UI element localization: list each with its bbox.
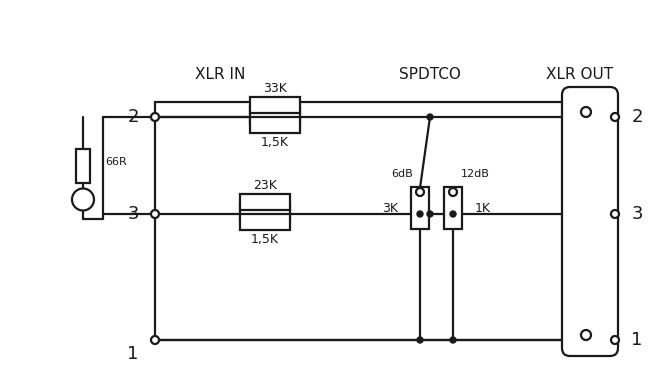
- Circle shape: [611, 113, 619, 121]
- Text: 3: 3: [631, 205, 642, 223]
- Circle shape: [151, 113, 159, 121]
- Bar: [155, 102, 615, 340]
- Bar: [240, 214, 290, 230]
- Text: 2: 2: [127, 108, 138, 126]
- Circle shape: [151, 336, 159, 344]
- Circle shape: [611, 336, 619, 344]
- Bar: [240, 194, 290, 210]
- Text: 1: 1: [631, 331, 642, 349]
- Text: 23K: 23K: [253, 178, 277, 192]
- Bar: [250, 117, 300, 133]
- Text: SPDTCO: SPDTCO: [399, 67, 461, 82]
- Circle shape: [72, 189, 94, 211]
- Text: 1: 1: [127, 345, 138, 363]
- Bar: [76, 149, 90, 183]
- Bar: [444, 187, 462, 229]
- FancyBboxPatch shape: [562, 87, 618, 356]
- Circle shape: [417, 337, 423, 343]
- Circle shape: [416, 188, 424, 196]
- Circle shape: [427, 211, 433, 217]
- Text: 1K: 1K: [475, 201, 491, 214]
- Circle shape: [417, 211, 423, 217]
- Text: 1,5K: 1,5K: [251, 232, 279, 245]
- Circle shape: [450, 211, 456, 217]
- Text: 2: 2: [631, 108, 642, 126]
- Text: 12dB: 12dB: [460, 169, 489, 179]
- Text: 2: 2: [80, 194, 86, 205]
- Text: XLR OUT: XLR OUT: [546, 67, 614, 82]
- Text: XLR IN: XLR IN: [195, 67, 245, 82]
- Text: 33K: 33K: [263, 82, 287, 94]
- Text: 3K: 3K: [382, 201, 398, 214]
- Text: 6dB: 6dB: [391, 169, 413, 179]
- Circle shape: [581, 107, 591, 117]
- Circle shape: [151, 210, 159, 218]
- Circle shape: [450, 337, 456, 343]
- Text: 1,5K: 1,5K: [261, 136, 289, 149]
- Text: 66R: 66R: [105, 156, 127, 167]
- Circle shape: [581, 330, 591, 340]
- Bar: [250, 97, 300, 113]
- Circle shape: [427, 114, 433, 120]
- Bar: [411, 187, 429, 229]
- Circle shape: [611, 210, 619, 218]
- Text: 3: 3: [127, 205, 138, 223]
- Circle shape: [449, 188, 457, 196]
